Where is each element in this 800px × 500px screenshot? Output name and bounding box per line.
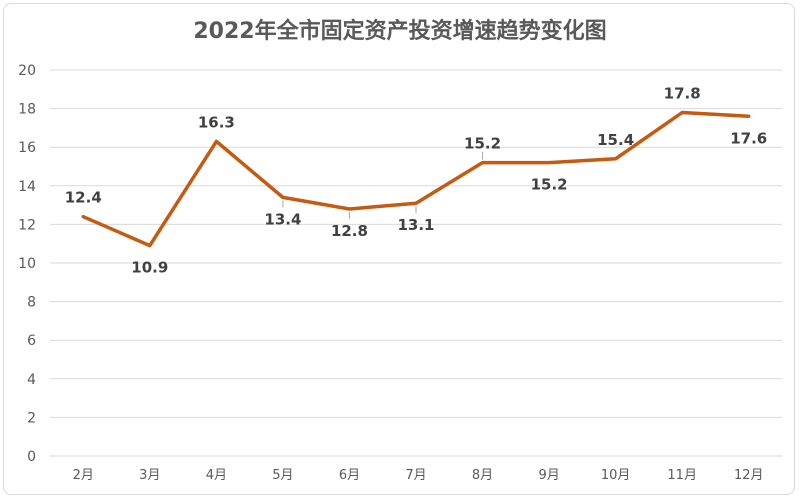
data-point bbox=[547, 161, 551, 165]
data-point bbox=[747, 114, 751, 118]
data-label: 12.4 bbox=[65, 189, 102, 207]
data-point bbox=[347, 207, 351, 211]
data-label: 15.2 bbox=[464, 135, 501, 153]
data-label: 10.9 bbox=[131, 259, 168, 277]
x-tick-label: 3月 bbox=[139, 468, 160, 483]
x-tick-label: 4月 bbox=[206, 468, 227, 483]
data-point bbox=[81, 215, 85, 219]
data-point bbox=[414, 201, 418, 205]
data-label: 15.4 bbox=[597, 131, 634, 149]
y-tick-label: 0 bbox=[27, 449, 36, 465]
data-point bbox=[148, 244, 152, 248]
y-tick-label: 2 bbox=[27, 410, 36, 426]
y-tick-label: 10 bbox=[18, 256, 36, 272]
x-tick-label: 5月 bbox=[272, 468, 293, 483]
y-tick-label: 20 bbox=[18, 63, 36, 79]
data-label: 17.6 bbox=[730, 129, 767, 147]
x-tick-label: 6月 bbox=[339, 468, 360, 483]
data-label: 13.4 bbox=[264, 210, 301, 228]
data-label: 12.8 bbox=[331, 222, 368, 240]
x-axis-tick-labels: 2月 3月 4月 5月 6月 7月 8月 9月 10月 11月 12月 bbox=[73, 468, 764, 483]
chart-title: 2022年全市固定资产投资增速趋势变化图 bbox=[193, 18, 606, 44]
x-tick-label: 8月 bbox=[472, 468, 493, 483]
data-label: 17.8 bbox=[664, 84, 701, 102]
y-tick-label: 12 bbox=[18, 217, 36, 233]
data-label: 16.3 bbox=[198, 113, 235, 131]
y-axis-tick-labels: 0 2 4 6 8 10 12 14 16 18 20 bbox=[18, 63, 36, 465]
y-tick-label: 14 bbox=[18, 179, 36, 195]
y-tick-label: 16 bbox=[18, 140, 36, 156]
data-label: 15.2 bbox=[531, 176, 568, 194]
data-point bbox=[680, 110, 684, 114]
x-tick-label: 10月 bbox=[601, 468, 631, 483]
series-layer bbox=[81, 110, 751, 248]
x-tick-label: 2月 bbox=[73, 468, 94, 483]
data-point bbox=[481, 161, 485, 165]
y-tick-label: 18 bbox=[18, 102, 36, 118]
data-labels: 12.4 10.9 16.3 13.4 12.8 13.1 15.2 15.2 15.4 17.8… bbox=[65, 84, 767, 276]
y-tick-label: 8 bbox=[27, 295, 36, 311]
y-gridlines bbox=[50, 69, 782, 457]
data-label: 13.1 bbox=[397, 216, 434, 234]
x-tick-label: 12月 bbox=[734, 468, 764, 483]
y-tick-label: 4 bbox=[27, 372, 36, 388]
x-tick-label: 9月 bbox=[538, 468, 559, 483]
leader-lines bbox=[282, 151, 484, 219]
data-point bbox=[614, 157, 618, 161]
chart-frame bbox=[3, 3, 795, 495]
y-tick-label: 6 bbox=[27, 333, 36, 349]
data-point bbox=[214, 139, 218, 143]
x-tick-label: 7月 bbox=[405, 468, 426, 483]
x-tick-label: 11月 bbox=[667, 468, 697, 483]
data-point bbox=[281, 195, 285, 199]
